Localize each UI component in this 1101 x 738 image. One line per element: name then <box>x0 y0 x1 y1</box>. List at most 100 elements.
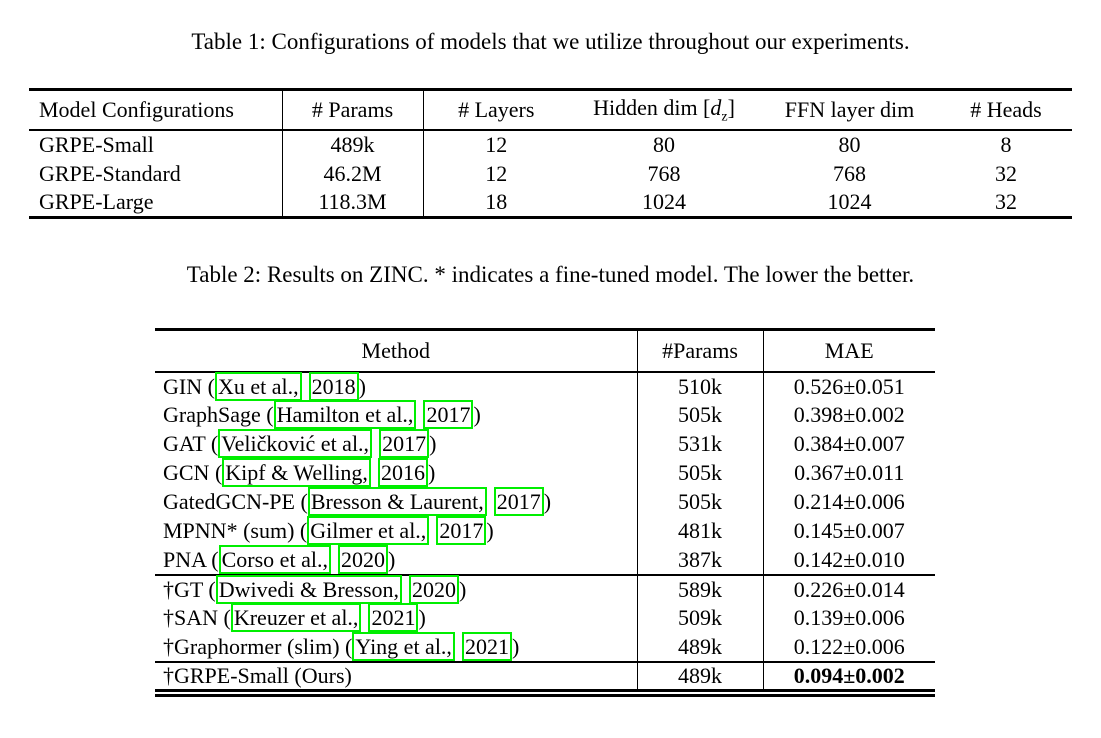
method-cell: PNA (Corso et al., 2020) <box>155 544 637 575</box>
table-row: †GT (Dwivedi & Bresson, 2020) 589k 0.226±… <box>155 573 935 604</box>
citation-author-link[interactable]: Kreuzer et al., <box>230 603 362 632</box>
table-row: GAT (Veličković et al., 2017) 531k 0.384±… <box>155 429 935 459</box>
ffn-dim-cell: 768 <box>833 160 866 186</box>
citation-year-link[interactable]: 2017 <box>493 487 544 516</box>
citation-year-link[interactable]: 2016 <box>377 458 428 487</box>
citation-author-link[interactable]: Gilmer et al., <box>307 516 430 545</box>
table-row: †GRPE-Small (Ours) 489k 0.094±0.002 <box>155 660 935 693</box>
hidden-dim-bracket: ] <box>727 94 735 120</box>
mae-cell: 0.122±0.006 <box>762 632 935 662</box>
citation-author-link[interactable]: Kipf & Welling, <box>222 458 371 487</box>
method-text: ) <box>486 518 494 543</box>
method-text: ) <box>418 605 426 630</box>
method-text: GAT ( <box>163 431 219 456</box>
params-cell: 505k <box>636 400 763 430</box>
citation-year-link[interactable]: 2021 <box>461 631 512 661</box>
table1-caption: Table 1: Configurations of models that w… <box>191 29 910 54</box>
method-cell: †GRPE-Small (Ours) <box>155 660 637 693</box>
method-text: ) <box>511 633 520 659</box>
mae-cell: 0.142±0.010 <box>762 545 935 575</box>
params-cell: 489k <box>636 632 763 662</box>
params-cell: 589k <box>636 573 763 604</box>
method-text: ) <box>358 373 366 399</box>
method-text: ) <box>543 489 552 514</box>
method-cell: †GT (Dwivedi & Bresson, 2020) <box>155 573 637 604</box>
citation-author-link[interactable]: Ying et al., <box>352 631 455 661</box>
mae-cell: 0.145±0.007 <box>762 516 935 546</box>
citation-year-link[interactable]: 2021 <box>368 603 419 632</box>
mae-cell: 0.398±0.002 <box>762 400 935 430</box>
table-row: PNA (Corso et al., 2020) 387k 0.142±0.010 <box>155 544 935 575</box>
hidden-dim-subscript: z <box>721 109 728 125</box>
mae-cell: 0.139±0.006 <box>762 603 935 633</box>
ffn-dim-cell: 1024 <box>827 188 872 214</box>
params-cell: 505k <box>636 458 763 488</box>
table-row: GraphSage (Hamilton et al., 2017) 505k 0.… <box>155 400 935 430</box>
heads-cell: 32 <box>995 160 1017 186</box>
layers-cell: 12 <box>422 159 569 188</box>
citation-author-link[interactable]: Hamilton et al., <box>273 400 417 429</box>
table-row: GRPE-Large 118.3M 18 1024 1024 32 <box>29 188 1072 217</box>
params-cell: 505k <box>636 487 763 517</box>
params-cell: 489k <box>636 660 763 693</box>
table1-header-heads: # Heads <box>940 89 1072 131</box>
citation-year-link[interactable]: 2017 <box>379 429 430 458</box>
params-cell: 509k <box>636 603 763 633</box>
table-row: GatedGCN-PE (Bresson & Laurent, 2017) 505… <box>155 487 935 517</box>
hidden-dim-variable: d <box>710 94 722 120</box>
mae-cell: 0.384±0.007 <box>762 429 935 459</box>
table1-header-row: Model Configurations # Params # Layers H… <box>29 89 1072 131</box>
params-cell: 510k <box>636 371 763 401</box>
table1-header-model: Model Configurations <box>29 89 282 131</box>
citation-year-link[interactable]: 2020 <box>409 574 460 604</box>
mae-cell: 0.094±0.002 <box>762 660 935 693</box>
method-text: ) <box>429 431 437 456</box>
mae-cell: 0.526±0.051 <box>762 371 935 401</box>
method-text: ) <box>427 460 436 485</box>
model-name-cell: GRPE-Small <box>39 132 154 157</box>
hidden-dim-cell: 80 <box>653 132 675 157</box>
params-cell: 531k <box>636 429 763 459</box>
table2-header-mae: MAE <box>762 329 935 373</box>
citation-author-link[interactable]: Veličković et al., <box>218 429 373 458</box>
table1-header-layers: # Layers <box>422 89 569 131</box>
method-text: †GT ( <box>163 576 216 602</box>
method-text: †GRPE-Small (Ours) <box>163 662 352 688</box>
layers-cell: 12 <box>422 130 569 159</box>
method-text: GraphSage ( <box>163 402 274 427</box>
table2-caption: Table 2: Results on ZINC. * indicates a … <box>186 261 915 287</box>
layers-cell: 18 <box>422 188 569 217</box>
method-text: PNA ( <box>163 546 219 572</box>
citation-author-link[interactable]: Xu et al., <box>214 371 302 401</box>
citation-author-link[interactable]: Dwivedi & Bresson, <box>215 574 403 604</box>
method-cell: GIN (Xu et al., 2018) <box>155 371 637 401</box>
citation-year-link[interactable]: 2017 <box>436 516 487 545</box>
table-row: GRPE-Small 489k 12 80 80 8 <box>29 130 1072 159</box>
method-text: GIN ( <box>163 373 215 399</box>
mae-cell: 0.367±0.011 <box>762 458 935 488</box>
method-cell: GCN (Kipf & Welling, 2016) <box>155 458 637 488</box>
citation-author-link[interactable]: Corso et al., <box>218 544 331 574</box>
method-text: ) <box>473 402 481 427</box>
method-cell: MPNN* (sum) (Gilmer et al., 2017) <box>155 516 637 546</box>
table-row: †SAN (Kreuzer et al., 2021) 509k 0.139±0.… <box>155 603 935 633</box>
table-row: MPNN* (sum) (Gilmer et al., 2017) 481k 0.… <box>155 516 935 546</box>
table1-model-configurations: Model Configurations # Params # Layers H… <box>29 88 1072 219</box>
method-text: †Graphormer (slim) ( <box>163 633 353 659</box>
method-cell: †Graphormer (slim) (Ying et al., 2021) <box>155 631 637 662</box>
method-text: MPNN* (sum) ( <box>163 518 308 543</box>
params-cell: 118.3M <box>281 188 423 217</box>
method-cell: GatedGCN-PE (Bresson & Laurent, 2017) <box>155 487 637 517</box>
table-row: GIN (Xu et al., 2018) 510k 0.526±0.051 <box>155 371 935 401</box>
citation-year-link[interactable]: 2018 <box>308 371 359 401</box>
citation-year-link[interactable]: 2017 <box>423 400 474 429</box>
citation-author-link[interactable]: Bresson & Laurent, <box>307 487 487 516</box>
params-cell: 489k <box>281 130 423 159</box>
method-text: †SAN ( <box>163 605 231 630</box>
citation-year-link[interactable]: 2020 <box>337 544 388 574</box>
table-row: †Graphormer (slim) (Ying et al., 2021) 48… <box>155 631 935 662</box>
mae-cell: 0.214±0.006 <box>762 487 935 517</box>
method-text: ) <box>387 546 396 572</box>
params-cell: 387k <box>636 545 763 575</box>
table-row: GCN (Kipf & Welling, 2016) 505k 0.367±0.0… <box>155 458 935 488</box>
